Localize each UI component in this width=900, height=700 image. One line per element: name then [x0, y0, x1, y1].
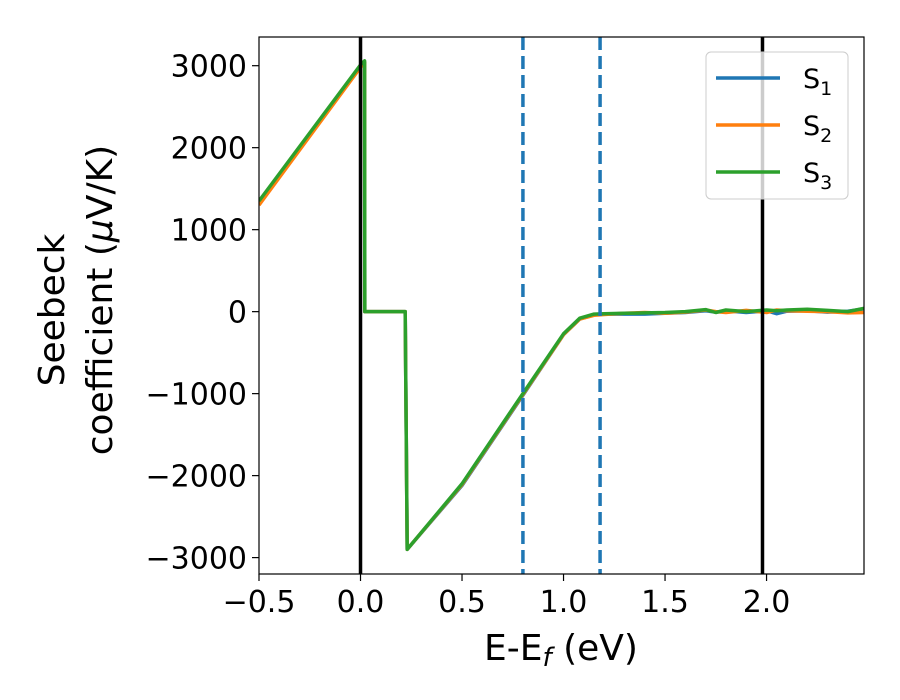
legend: S1 S2 S3	[705, 51, 849, 200]
y-axis-title-line1: Seebeck	[32, 233, 73, 386]
x-tick-label: 1.0	[540, 585, 588, 620]
x-tick-label: 0.5	[438, 585, 486, 620]
y-axis-title-mu: μ	[80, 219, 121, 243]
y-tick-label: 3000	[171, 50, 247, 85]
x-tick-label: 2.0	[743, 585, 791, 620]
plot-area	[259, 37, 864, 574]
ticks: −0.5 0.0 0.5 1.0 1.5 2.0 3000 2000 1000 0 −1000 −20…	[146, 50, 791, 620]
y-tick-label: 1000	[171, 214, 247, 249]
y-tick-label: −2000	[146, 460, 247, 495]
y-tick-label: −3000	[146, 542, 247, 577]
legend-label-s3: S3	[803, 158, 832, 194]
legend-label-s2: S2	[803, 111, 832, 147]
x-tick-label: 0.0	[337, 585, 385, 620]
x-axis-title-unit: (eV)	[552, 628, 638, 669]
x-axis-title: E-Ef (eV)	[484, 628, 638, 673]
x-tick-label: −0.5	[223, 585, 296, 620]
y-tick-label: 0	[228, 296, 247, 331]
y-tick-label: 2000	[171, 132, 247, 167]
x-tick-label: 1.5	[641, 585, 689, 620]
legend-label-s1: S1	[803, 64, 832, 100]
axes-frame	[258, 36, 865, 575]
y-axis-title-line2: coefficient (μV/K)	[80, 145, 121, 455]
y-tick-label: −1000	[146, 378, 247, 413]
series-group	[259, 59, 864, 552]
series-line-s3	[259, 59, 864, 552]
